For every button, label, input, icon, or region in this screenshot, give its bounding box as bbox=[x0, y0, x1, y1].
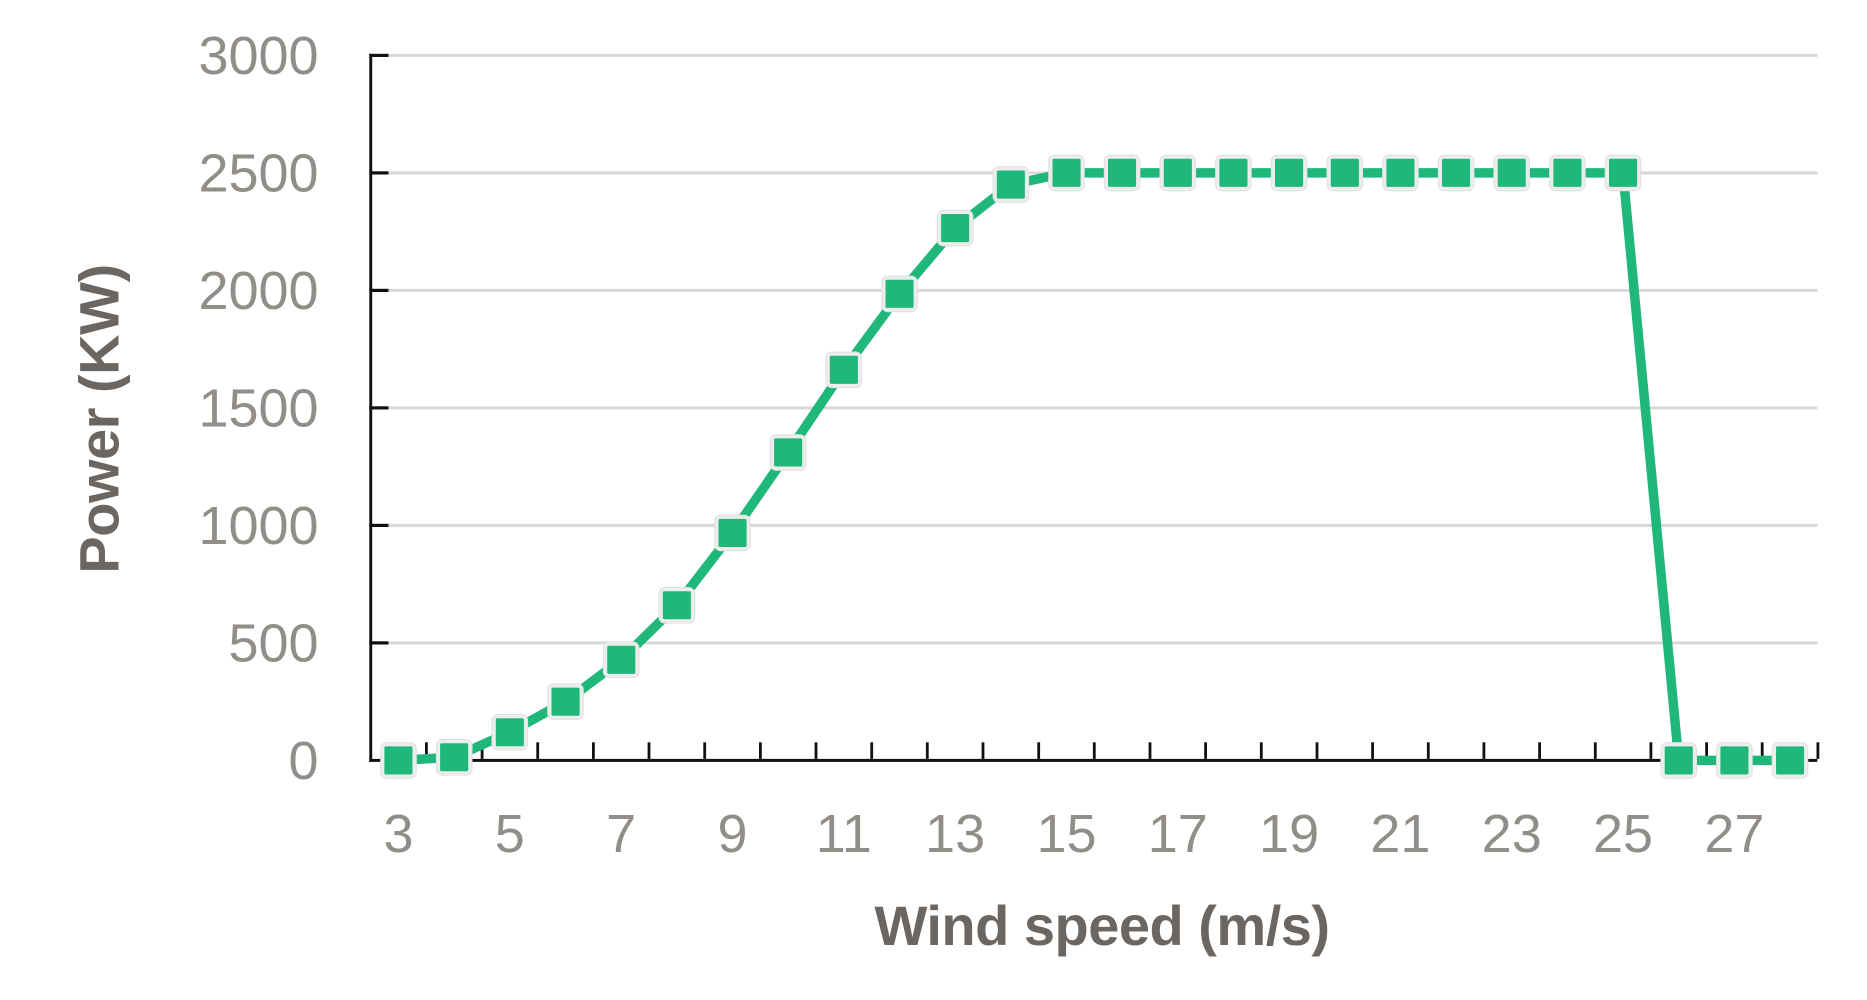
svg-text:23: 23 bbox=[1482, 804, 1542, 864]
svg-text:11: 11 bbox=[816, 804, 872, 864]
svg-text:9: 9 bbox=[717, 804, 747, 864]
svg-text:21: 21 bbox=[1370, 804, 1430, 864]
svg-text:Power (KW): Power (KW) bbox=[68, 264, 131, 573]
svg-text:5: 5 bbox=[495, 804, 525, 864]
svg-text:7: 7 bbox=[606, 804, 636, 864]
svg-text:1000: 1000 bbox=[198, 496, 318, 556]
svg-text:13: 13 bbox=[925, 804, 985, 864]
svg-text:2500: 2500 bbox=[198, 144, 318, 204]
svg-text:17: 17 bbox=[1148, 804, 1208, 864]
svg-text:2000: 2000 bbox=[198, 261, 318, 321]
svg-text:Wind speed (m/s): Wind speed (m/s) bbox=[874, 894, 1329, 957]
svg-text:3: 3 bbox=[383, 804, 413, 864]
svg-text:15: 15 bbox=[1036, 804, 1096, 864]
svg-text:500: 500 bbox=[228, 614, 318, 674]
svg-text:1500: 1500 bbox=[198, 379, 318, 439]
svg-text:3000: 3000 bbox=[198, 26, 318, 86]
svg-text:27: 27 bbox=[1704, 804, 1764, 864]
svg-text:25: 25 bbox=[1593, 804, 1653, 864]
svg-text:19: 19 bbox=[1259, 804, 1319, 864]
svg-text:0: 0 bbox=[289, 731, 319, 791]
